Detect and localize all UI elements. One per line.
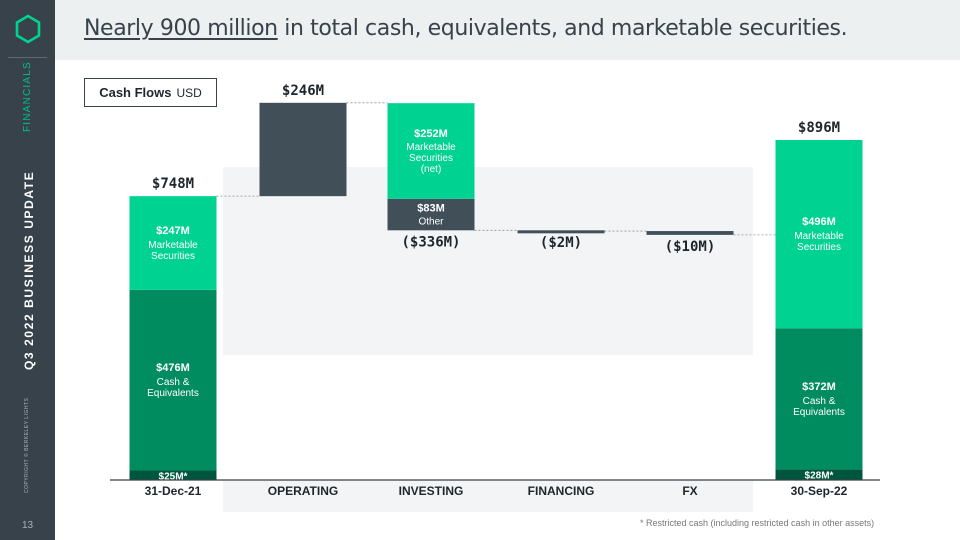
- 31-dec-21-bar-marketable-securities: [129, 196, 217, 290]
- investing-segment-text-other: Other: [418, 217, 444, 228]
- 30-sep-22-value-label-restricted-cash: $28M*: [805, 471, 834, 482]
- 31-dec-21-segment-text-cash-equivalents: Equivalents: [147, 388, 199, 399]
- 30-sep-22-segment-text-cash-equivalents: Equivalents: [793, 407, 845, 418]
- 31-dec-21-bar-restricted-cash: [129, 470, 217, 480]
- investing-segment-text-marketable-securities-net: Marketable: [406, 142, 456, 153]
- 31-dec-21-segment-text-cash-equivalents: Cash &: [157, 377, 190, 388]
- footnote: * Restricted cash (including restricted …: [640, 518, 875, 528]
- 30-sep-22-segment-text-marketable-securities: Marketable: [794, 231, 844, 242]
- fx-bar: [646, 231, 734, 235]
- header-band: [55, 0, 960, 60]
- operating-bar: [259, 102, 347, 197]
- page-number: 13: [21, 520, 34, 531]
- fx-change-label: ($10M): [665, 239, 716, 255]
- category-label-operating: OPERATING: [268, 484, 338, 498]
- 30-sep-22-value-label-marketable-securities: $496M: [802, 216, 836, 228]
- investing-value-label-other: $83M: [417, 203, 445, 215]
- investing-value-label-marketable-securities-net: $252M: [414, 128, 448, 140]
- 31-dec-21-total-label: $748M: [152, 176, 194, 192]
- title-rest: in total cash, equivalents, and marketab…: [277, 16, 848, 41]
- 31-dec-21-value-label-restricted-cash: $25M*: [159, 471, 188, 482]
- 30-sep-22-bar-marketable-securities: [775, 140, 863, 329]
- category-label-fx: FX: [682, 484, 697, 498]
- category-label-financing: FINANCING: [528, 484, 595, 498]
- sidebar: FINANCIALS Q3 2022 BUSINESS UPDATE COPYR…: [0, 0, 55, 540]
- label-box-unit: USD: [176, 85, 202, 100]
- financing-bar: [517, 230, 605, 234]
- sidebar-divider: [8, 57, 47, 58]
- category-label-investing: INVESTING: [399, 484, 464, 498]
- 31-dec-21-segment-text-marketable-securities: Securities: [151, 251, 195, 262]
- investing-segment-text-marketable-securities-net: Securities: [409, 153, 453, 164]
- cash-flows-label-box: Cash Flows USD: [84, 78, 217, 107]
- 31-dec-21-value-label-cash-equivalents: $476M: [156, 362, 190, 374]
- 31-dec-21-bar-cash-equivalents: [129, 289, 217, 471]
- axis-band: [223, 480, 753, 512]
- category-label-30-sep-22: 30-Sep-22: [791, 484, 848, 498]
- 30-sep-22-bar-cash-equivalents: [775, 328, 863, 470]
- 30-sep-22-value-label-cash-equivalents: $372M: [802, 381, 836, 393]
- 31-dec-21-segment-text-marketable-securities: Marketable: [148, 240, 198, 251]
- investing-bar-other: [387, 198, 475, 231]
- hexagon-logo-icon: [15, 14, 41, 44]
- page-title: Nearly 900 million in total cash, equiva…: [84, 16, 848, 41]
- label-box-title: Cash Flows: [99, 85, 172, 100]
- investing-bar-marketable-securities-net: [387, 103, 475, 199]
- 31-dec-21-value-label-marketable-securities: $247M: [156, 225, 190, 237]
- financing-change-label: ($2M): [540, 235, 582, 251]
- title-emphasis: Nearly 900 million: [84, 16, 278, 41]
- 30-sep-22-bar-restricted-cash: [775, 469, 863, 480]
- 30-sep-22-segment-text-cash-equivalents: Cash &: [803, 396, 836, 407]
- category-label-31-dec-21: 31-Dec-21: [145, 484, 202, 498]
- movement-panel: [223, 167, 753, 355]
- investing-change-label: ($336M): [401, 234, 460, 250]
- 30-sep-22-total-label: $896M: [798, 120, 840, 136]
- 30-sep-22-segment-text-marketable-securities: Securities: [797, 242, 841, 253]
- investing-segment-text-marketable-securities-net: (net): [421, 164, 442, 175]
- operating-change-label: $246M: [282, 83, 324, 99]
